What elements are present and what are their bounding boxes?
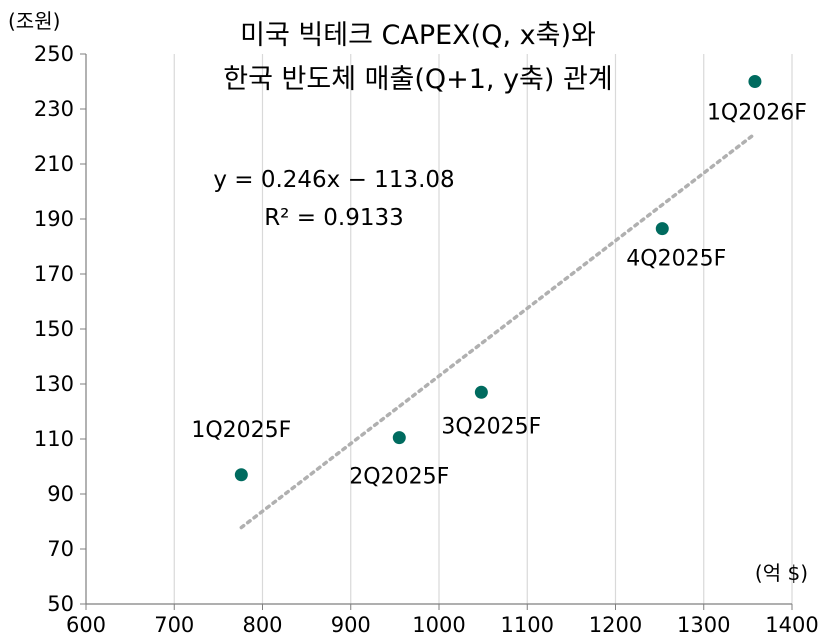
x-tick-label: 900: [331, 613, 371, 637]
r-squared-label: R² = 0.9133: [264, 205, 404, 231]
y-tick-label: 250: [34, 42, 74, 66]
data-point: [653, 220, 671, 238]
x-tick-label: 1400: [765, 613, 818, 637]
y-tick-label: 170: [34, 262, 74, 286]
data-point: [746, 73, 764, 90]
x-tick-label: 800: [242, 613, 282, 637]
point-labels: 1Q2025F 2Q2025F 3Q2025F 4Q2025F 1Q2026F: [191, 101, 807, 490]
y-tick-label: 50: [47, 592, 74, 616]
y-tick-label: 230: [34, 97, 74, 121]
x-tick-label: 1300: [677, 613, 730, 637]
chart-title-line1: 미국 빅테크 CAPEX(Q, x축)와: [240, 20, 596, 51]
axes: [80, 53, 793, 610]
x-tick-label: 600: [66, 613, 106, 637]
data-points: [232, 73, 764, 484]
y-tick-label: 70: [47, 537, 74, 561]
x-tick-label: 1100: [501, 613, 554, 637]
regression-equation: y = 0.246x − 113.08: [213, 167, 454, 193]
y-tick-label: 90: [47, 482, 74, 506]
point-label: 2Q2025F: [349, 465, 449, 490]
point-label: 1Q2026F: [707, 101, 807, 126]
y-tick-label: 150: [34, 317, 74, 341]
point-label: 4Q2025F: [626, 247, 726, 272]
grid-lines: [173, 54, 793, 604]
y-tick-label: 190: [34, 207, 74, 231]
data-point: [232, 466, 250, 484]
x-tick-label: 700: [154, 613, 194, 637]
data-point: [390, 429, 408, 447]
point-label: 1Q2025F: [191, 418, 291, 443]
x-tick-labels: 600 700 800 900 1000 1100 1200 1300 1400: [66, 613, 819, 637]
y-axis-unit-label: (조원): [8, 9, 60, 33]
y-tick-label: 110: [34, 427, 74, 451]
y-tick-label: 130: [34, 372, 74, 396]
trendline: [239, 132, 757, 530]
y-tick-labels: 50 70 90 110 130 150 170 190 210 230 250: [34, 42, 74, 616]
x-tick-label: 1000: [412, 613, 465, 637]
chart-title-line2: 한국 반도체 매출(Q+1, y축) 관계: [223, 64, 612, 95]
x-axis-unit-label: (억 $): [755, 561, 808, 585]
trendline-group: [239, 132, 757, 530]
y-tick-label: 210: [34, 152, 74, 176]
point-label: 3Q2025F: [441, 414, 541, 439]
data-point: [472, 383, 490, 401]
x-tick-label: 1200: [589, 613, 642, 637]
